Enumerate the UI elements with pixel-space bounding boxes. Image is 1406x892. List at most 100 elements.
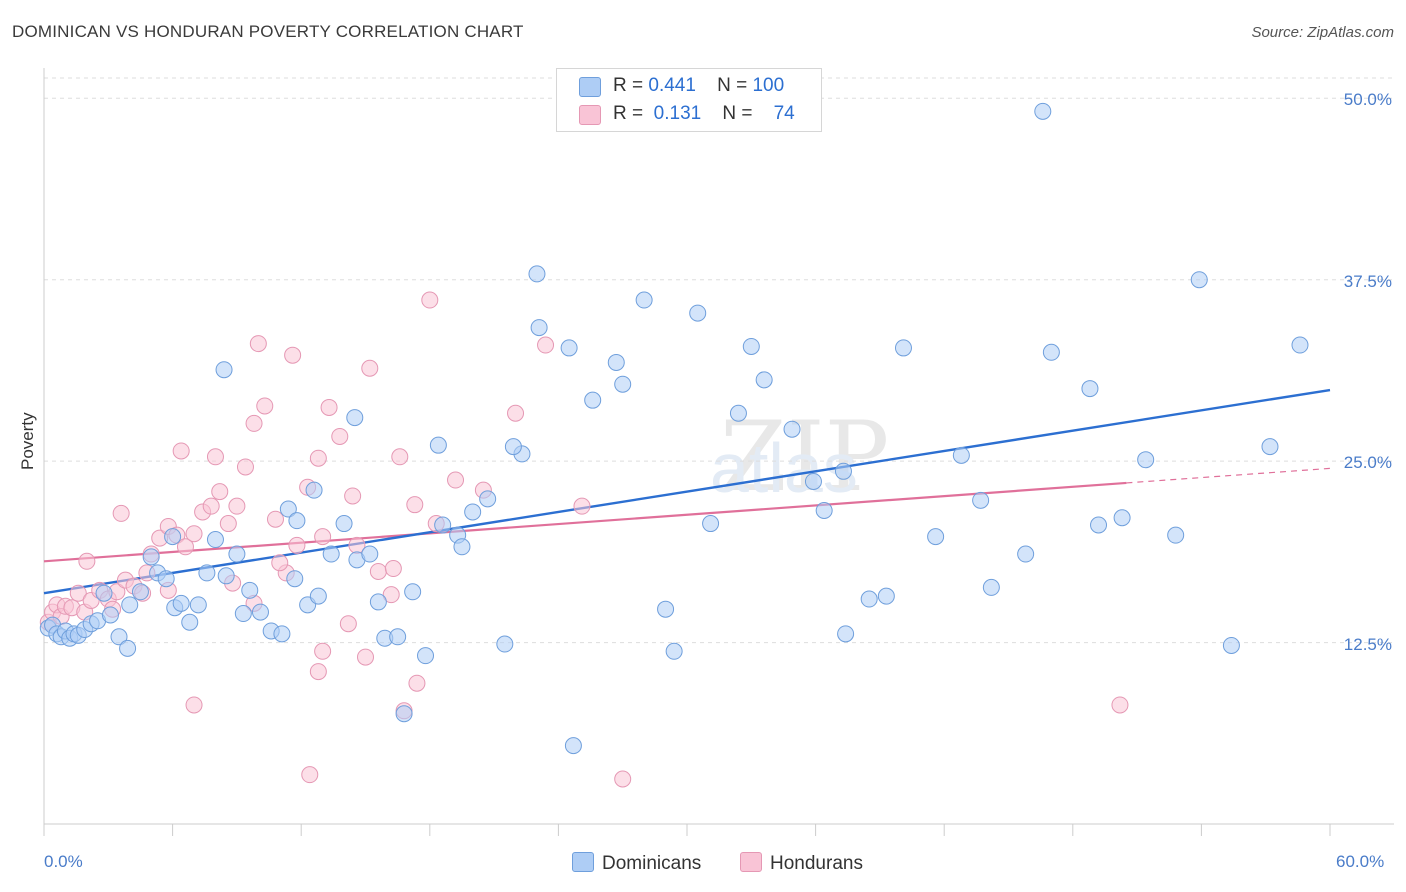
- dominican-point: [479, 490, 497, 508]
- dominican-point: [434, 516, 452, 534]
- dominican-point: [164, 528, 182, 546]
- dominican-point: [206, 531, 224, 549]
- dominican-point: [755, 371, 773, 389]
- dominican-point: [1081, 380, 1099, 398]
- honduran-point: [314, 528, 332, 546]
- legend-dominicans-label: Dominicans: [602, 853, 702, 874]
- honduran-point: [172, 442, 190, 460]
- dominican-point: [464, 503, 482, 521]
- honduran-point: [185, 525, 203, 543]
- dominican-point: [121, 596, 139, 614]
- dominican-point: [157, 570, 175, 588]
- x-tick-max: 60.0%: [1336, 852, 1385, 871]
- honduran-swatch: [579, 105, 601, 125]
- honduran-point: [309, 449, 327, 467]
- dominican-point: [110, 628, 128, 646]
- dominican-point: [369, 593, 387, 611]
- dominican-point: [729, 404, 747, 422]
- dominican-point: [927, 528, 945, 546]
- y-tick-label: 50.0%: [1343, 90, 1392, 110]
- dominican-point: [172, 594, 190, 612]
- dominican-point: [952, 446, 970, 464]
- honduran-point: [1111, 696, 1129, 714]
- honduran-point: [288, 536, 306, 554]
- legend-text-dominicans: R = 0.441 N = 100: [613, 75, 785, 96]
- honduran-point: [256, 397, 274, 415]
- honduran-trend-extension: [1126, 467, 1331, 484]
- dominican-point: [982, 578, 1000, 596]
- dominican-point: [198, 564, 216, 582]
- honduran-point: [206, 448, 224, 466]
- dominican-point: [1137, 451, 1155, 469]
- dominican-point: [453, 538, 471, 556]
- dominican-point: [564, 737, 582, 755]
- honduran-point: [249, 335, 267, 353]
- dominican-point: [783, 420, 801, 438]
- dominican-point: [215, 361, 233, 379]
- y-tick-label: 37.5%: [1343, 271, 1392, 291]
- dominican-points: [39, 102, 1309, 755]
- dominican-point: [305, 481, 323, 499]
- honduran-point: [382, 586, 400, 604]
- grid-lines: [44, 77, 1394, 644]
- dominican-point: [217, 567, 235, 585]
- dominican-point: [635, 291, 653, 309]
- dominican-point: [815, 501, 833, 519]
- dominican-point: [657, 600, 675, 618]
- dominican-point: [251, 603, 269, 621]
- honduran-legend-swatch: [740, 852, 762, 872]
- honduran-point: [391, 448, 409, 466]
- dominican-point: [417, 647, 435, 665]
- honduran-point: [573, 497, 591, 515]
- honduran-point: [284, 346, 302, 364]
- honduran-trend-line: [43, 481, 1127, 563]
- dominican-point: [101, 606, 119, 624]
- chart-title: DOMINICAN VS HONDURAN POVERTY CORRELATIO…: [12, 22, 524, 41]
- honduran-point: [369, 562, 387, 580]
- honduran-point: [614, 770, 632, 788]
- honduran-point: [78, 552, 96, 570]
- honduran-point: [236, 458, 254, 476]
- honduran-point: [271, 554, 289, 572]
- honduran-point: [361, 359, 379, 377]
- dominican-point: [702, 515, 720, 533]
- dominican-point: [1042, 343, 1060, 361]
- honduran-point: [447, 471, 465, 489]
- honduran-point: [537, 336, 555, 354]
- dominican-point: [286, 570, 304, 588]
- dominican-point: [335, 515, 353, 533]
- dominican-point: [584, 391, 602, 409]
- trend-lines: [43, 388, 1331, 595]
- dominican-point: [288, 512, 306, 530]
- axes: [43, 68, 1394, 836]
- dominican-point: [1261, 438, 1279, 456]
- dominican-point: [389, 628, 407, 646]
- dominican-point: [234, 605, 252, 623]
- correlation-legend: R = 0.441 N = 100 R = 0.131 N = 74: [556, 68, 822, 132]
- dominican-point: [530, 319, 548, 337]
- legend-row-hondurans: R = 0.131 N = 74: [579, 103, 795, 127]
- honduran-point: [176, 538, 194, 556]
- dominican-point: [273, 625, 291, 643]
- dominican-point: [614, 375, 632, 393]
- legend-text-hondurans: R = 0.131 N = 74: [613, 103, 795, 124]
- dominican-point: [496, 635, 514, 653]
- dominican-point: [504, 438, 522, 456]
- legend-hondurans-label: Hondurans: [770, 853, 863, 874]
- dominican-point: [1034, 102, 1052, 120]
- dominican-point: [1291, 336, 1309, 354]
- honduran-point: [320, 398, 338, 416]
- honduran-point: [331, 427, 349, 445]
- dominican-point: [228, 545, 246, 563]
- y-tick-label: 25.0%: [1343, 453, 1392, 473]
- dominican-trend-line: [43, 388, 1331, 595]
- dominican-legend-swatch: [572, 852, 594, 872]
- dominican-point: [404, 583, 422, 601]
- watermark: ZIP: [720, 401, 889, 513]
- dominican-point: [95, 584, 113, 602]
- source-label: Source: ZipAtlas.com: [1251, 24, 1394, 41]
- honduran-point: [202, 497, 220, 515]
- honduran-point: [314, 642, 332, 660]
- dominican-point: [1190, 271, 1208, 289]
- honduran-point: [408, 674, 426, 692]
